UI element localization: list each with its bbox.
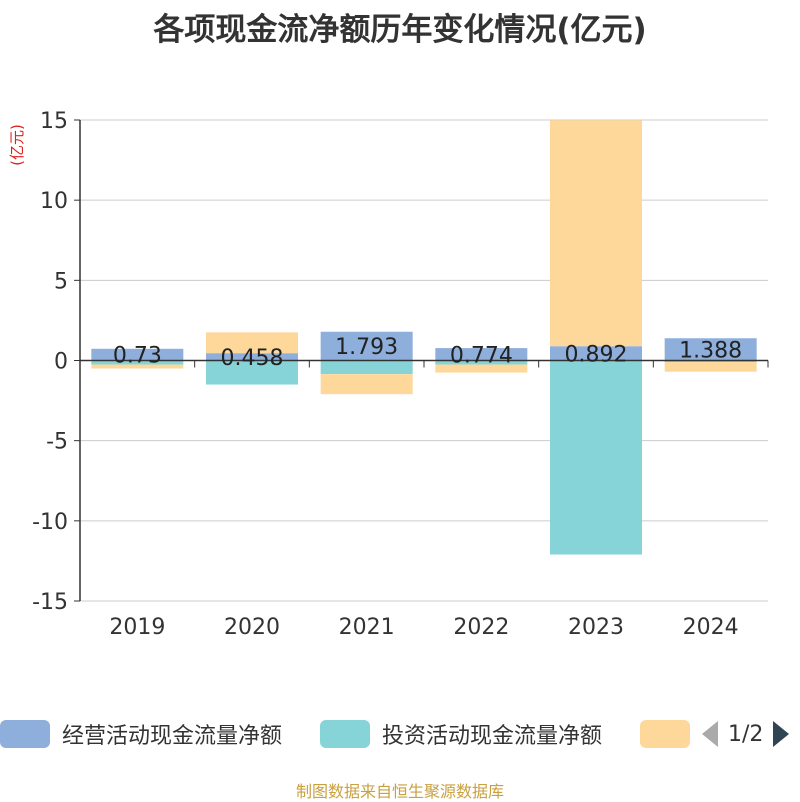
y-tick-label: 15 [40,109,68,134]
data-label: 1.388 [679,338,742,363]
legend-swatch-operating [0,720,50,748]
bar-series2-2021[interactable] [320,374,413,395]
legend-label-investing: 投资活动现金流量净额 [382,724,603,749]
prev-page-icon[interactable] [700,719,720,749]
x-tick-label: 2024 [683,615,739,640]
y-tick-label: 0 [54,350,68,375]
legend-swatch-financing [640,720,690,748]
bar-series2-2019[interactable] [91,364,184,369]
bar-series0-2019[interactable] [91,348,184,361]
y-tick-label: 10 [40,189,68,214]
bar-series1-2023[interactable] [550,360,642,555]
x-tick-label: 2020 [224,615,280,640]
cash-flow-chart: 15 10 5 0 -5 -10 -15 2019 2020 2021 2022 2023 2024 0… [8,109,769,640]
data-label: 0.73 [113,344,162,369]
bar-series0-2024[interactable] [664,338,757,361]
bar-series1-2020[interactable] [206,360,298,385]
y-axis-unit-label: (亿元) [8,124,26,166]
legend-swatch-investing [320,720,370,748]
bar-series1-2024[interactable] [664,360,757,363]
bar-series2-2020[interactable] [206,332,298,354]
x-tick-label: 2022 [453,615,509,640]
legend-item-investing[interactable]: 投资活动现金流量净额 [320,716,602,752]
bar-series2-2022[interactable] [435,364,528,373]
y-tick-label: -15 [32,590,68,615]
bar-series0-2021[interactable] [320,331,413,361]
legend-item-operating[interactable]: 经营活动现金流量净额 [0,716,282,752]
data-label: 0.458 [221,346,284,371]
y-tick-label: -10 [32,510,68,535]
bar-series1-2022[interactable] [435,360,528,365]
chart-title: 各项现金流净额历年变化情况(亿元) [153,12,647,48]
page-indicator: 1/2 [728,721,764,747]
bar-series0-2023[interactable] [550,346,642,361]
legend-label-operating: 经营活动现金流量净额 [62,724,283,749]
label-layer: 0.73 0.458 1.793 0.774 0.892 1.388 [113,335,742,371]
data-label: 0.774 [450,343,513,368]
bar-series1-2021[interactable] [320,360,413,375]
bar-series1-2019[interactable] [91,360,184,365]
x-tick-label: 2021 [339,615,395,640]
legend: 经营活动现金流量净额 投资活动现金流量净额 [0,716,800,752]
legend-item-financing[interactable] [640,716,690,752]
x-tick-label: 2019 [109,615,165,640]
data-label: 1.793 [335,335,398,360]
bar-layer [91,120,757,555]
x-tick-label: 2023 [568,615,624,640]
data-source: 制图数据来自恒生聚源数据库 [295,782,504,801]
next-page-icon[interactable] [771,719,791,749]
bar-series0-2022[interactable] [435,348,528,361]
bar-series2-2023[interactable] [550,120,642,347]
data-label: 0.892 [565,342,628,367]
y-tick-label: -5 [46,430,68,455]
bar-series2-2024[interactable] [664,362,757,372]
axis-layer: 15 10 5 0 -5 -10 -15 2019 2020 2021 2022 2023 2024 [32,109,769,640]
legend-pager: 1/2 [700,716,791,752]
y-tick-label: 5 [54,269,68,294]
bar-series0-2020[interactable] [206,353,298,361]
